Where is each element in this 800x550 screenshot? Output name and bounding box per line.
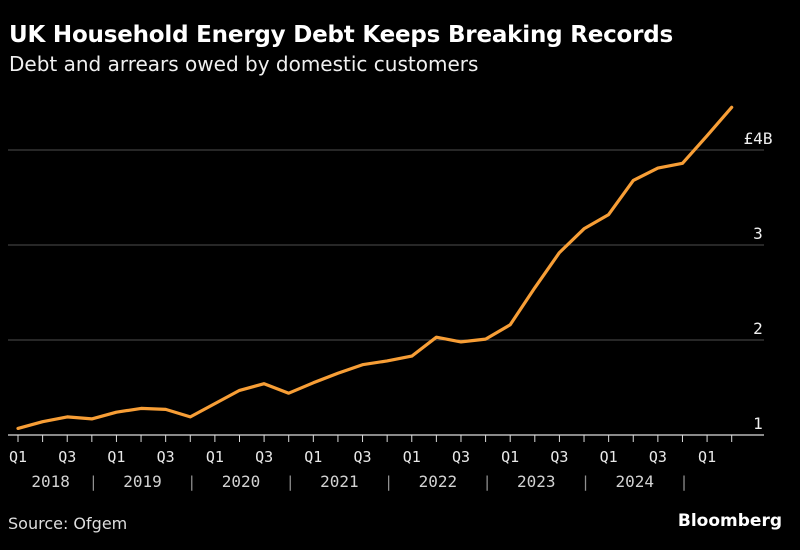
- year-label: 2022: [419, 472, 458, 491]
- x-tick-label: Q3: [452, 448, 470, 466]
- year-separator: |: [581, 473, 590, 491]
- x-tick-label: Q1: [9, 448, 27, 466]
- year-label: 2018: [31, 472, 70, 491]
- year-separator: |: [384, 473, 393, 491]
- year-label: 2024: [615, 472, 654, 491]
- x-tick-label: Q1: [698, 448, 716, 466]
- y-axis-label: 3: [753, 224, 763, 243]
- x-tick-label: Q3: [255, 448, 273, 466]
- x-tick-label: Q3: [354, 448, 372, 466]
- chart-subtitle: Debt and arrears owed by domestic custom…: [9, 52, 479, 76]
- year-separator: |: [89, 473, 98, 491]
- x-tick-label: Q1: [600, 448, 618, 466]
- x-tick-label: Q1: [403, 448, 421, 466]
- x-tick-label: Q3: [157, 448, 175, 466]
- bloomberg-logo: Bloomberg: [677, 511, 782, 531]
- year-label: 2021: [320, 472, 359, 491]
- year-separator: |: [483, 473, 492, 491]
- year-separator: |: [679, 473, 688, 491]
- x-tick-label: Q3: [550, 448, 568, 466]
- x-tick-label: Q1: [501, 448, 519, 466]
- x-tick-label: Q1: [107, 448, 125, 466]
- year-label: 2020: [222, 472, 261, 491]
- year-separator: |: [187, 473, 196, 491]
- x-tick-label: Q3: [58, 448, 76, 466]
- source-credit: Source: Ofgem: [8, 514, 128, 533]
- year-separator: |: [286, 473, 295, 491]
- y-axis-label: £4B: [744, 129, 773, 148]
- x-tick-label: Q1: [304, 448, 322, 466]
- x-tick-label: Q3: [649, 448, 667, 466]
- debt-line-series: [16, 105, 734, 430]
- year-label: 2019: [123, 472, 162, 491]
- year-label: 2023: [517, 472, 556, 491]
- y-axis-label: 1: [753, 414, 763, 433]
- y-axis-label: 2: [753, 319, 763, 338]
- x-tick-label: Q1: [206, 448, 224, 466]
- chart-title: UK Household Energy Debt Keeps Breaking …: [9, 22, 674, 48]
